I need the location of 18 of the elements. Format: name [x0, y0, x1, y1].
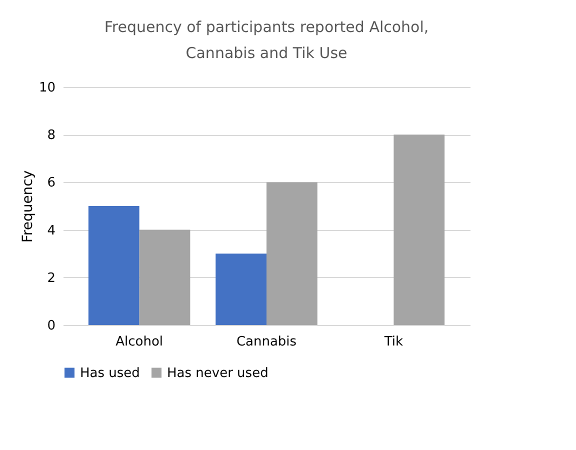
chart-title: Frequency of participants reported Alcohol, Cannabis and Tik Use: [104, 18, 429, 62]
legend-label: Has never used: [167, 366, 268, 381]
y-tick-label: 10: [38, 80, 56, 96]
y-tick-label: 6: [47, 176, 56, 191]
bar: [266, 182, 318, 325]
bar: [216, 254, 266, 325]
bar: [394, 134, 445, 325]
y-tick-label: 2: [47, 270, 56, 286]
y-tick-label: 8: [47, 128, 56, 144]
x-tick-label: Alcohol: [116, 334, 164, 350]
y-tick-label: 4: [47, 223, 56, 238]
y-axis-title: Frequency: [20, 170, 36, 243]
bar: [88, 206, 140, 325]
x-tick-label: Tik: [383, 334, 404, 350]
legend-label: Has used: [80, 366, 140, 381]
bar: [139, 230, 190, 325]
x-tick-label: Cannabis: [236, 334, 297, 350]
y-tick-label: 0: [47, 318, 56, 334]
